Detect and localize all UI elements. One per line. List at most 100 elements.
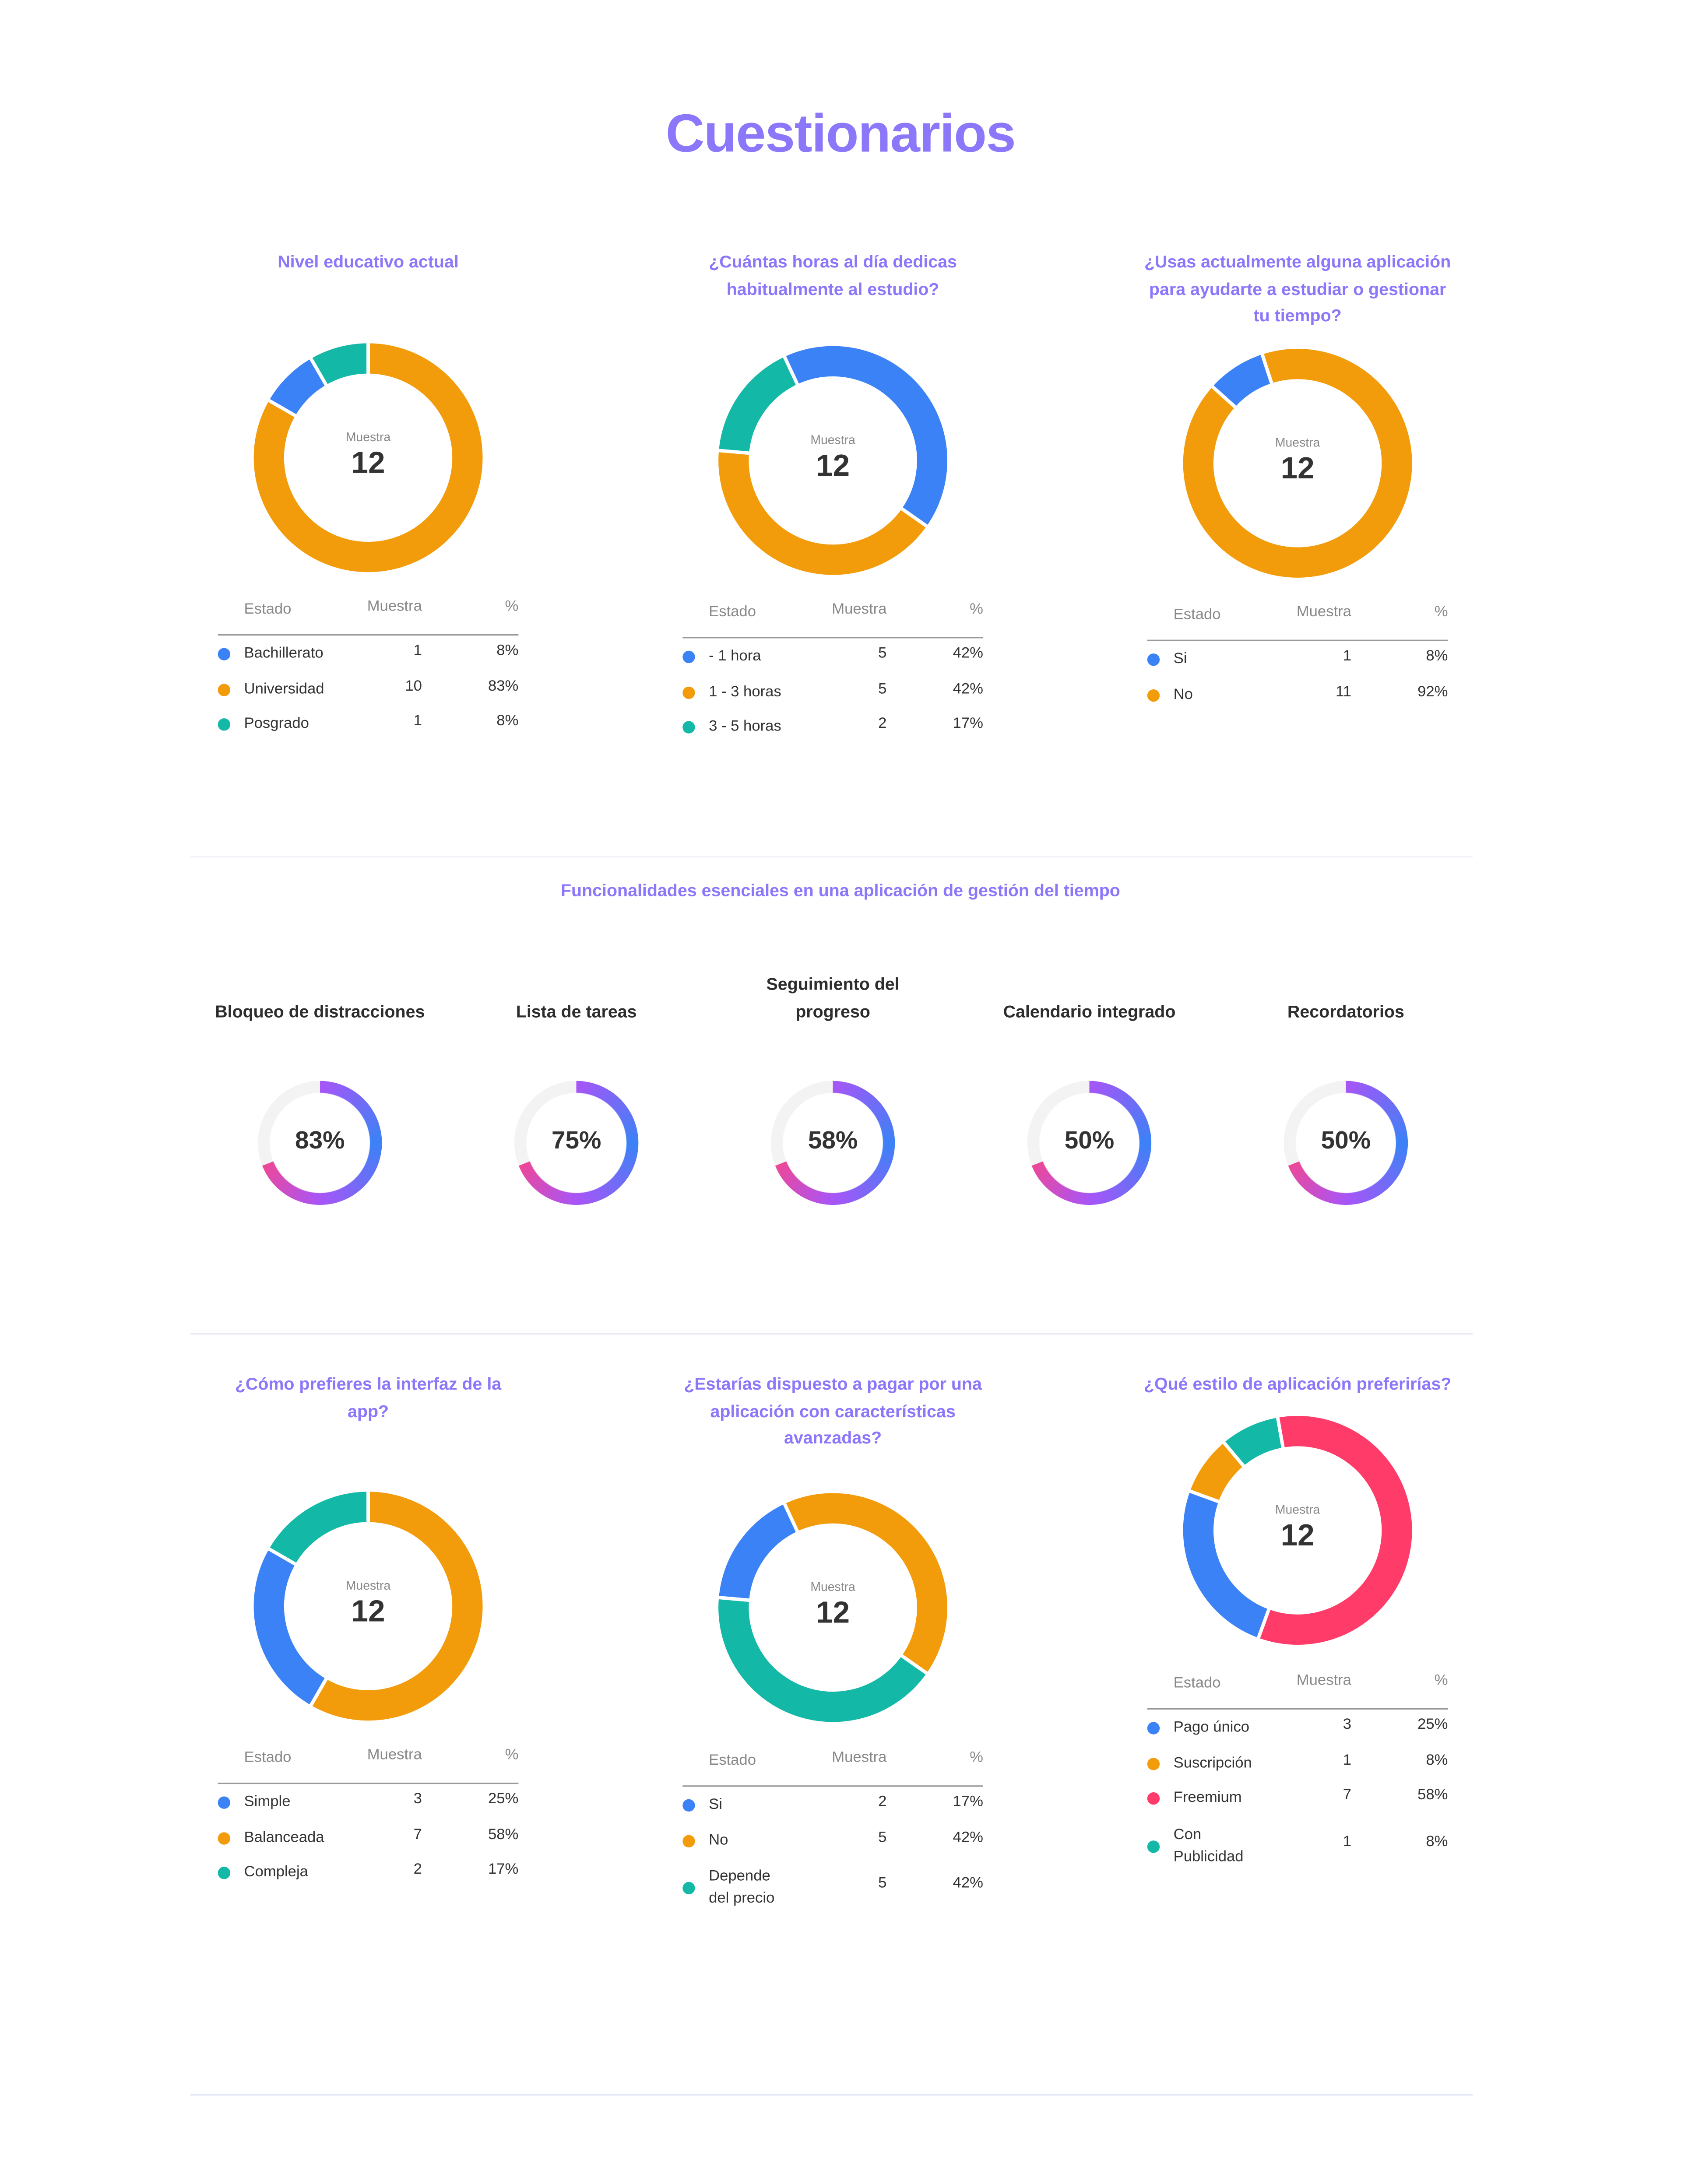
row-label: - 1 hora xyxy=(709,645,761,667)
slice-separator xyxy=(714,1595,753,1602)
row-label: Depende del precio xyxy=(709,1865,774,1910)
header-pct: % xyxy=(1434,604,1448,621)
feature-label-line: Seguimiento del xyxy=(766,975,900,994)
center-label: Muestra xyxy=(810,433,855,447)
row-pct: 8% xyxy=(1426,648,1448,665)
row-value: 7 xyxy=(1343,1787,1351,1804)
center-label: Muestra xyxy=(1275,435,1320,449)
slice-separator xyxy=(1220,1438,1248,1471)
row-label: Si xyxy=(709,1794,722,1815)
table-row: Con Publicidad 1 8% xyxy=(1147,1823,1448,1881)
legend-dot xyxy=(682,721,695,734)
table-header: Estado Muestra% xyxy=(218,598,519,636)
question-title-line: aplicación con características xyxy=(710,1401,956,1421)
row-value: 11 xyxy=(1336,683,1351,700)
gauge-ring xyxy=(258,1081,382,1205)
slice-separator xyxy=(1259,350,1275,388)
row-label: Con Publicidad xyxy=(1174,1823,1244,1868)
donut-center: Muestra 12 xyxy=(1147,1503,1448,1554)
table-row: Depende del precio 5 42% xyxy=(682,1865,983,1923)
row-label-line: Compleja xyxy=(244,1864,308,1881)
header-estado: Estado xyxy=(1173,607,1221,623)
table-row: Pago único 3 25% xyxy=(1147,1716,1448,1753)
slice-separator xyxy=(714,448,753,456)
legend-dot xyxy=(218,1867,231,1879)
donut-center: Muestra 12 xyxy=(1147,435,1448,487)
header-estado: Estado xyxy=(244,1749,292,1766)
header-muestra: Muestra xyxy=(367,1747,422,1763)
header-pct: % xyxy=(505,1747,519,1763)
table-row: Si 2 17% xyxy=(682,1794,983,1830)
row-pct: 8% xyxy=(1426,1752,1448,1768)
gauge-ring xyxy=(770,1081,895,1205)
donut-center: Muestra 12 xyxy=(218,1579,519,1630)
question-title-line: Nivel educativo actual xyxy=(278,252,459,272)
legend-dot xyxy=(682,1834,695,1847)
header-muestra: Muestra xyxy=(832,601,887,618)
table-header: Estado Muestra% xyxy=(682,1749,983,1787)
legend-table: Estado Muestra% Si 2 17% No 5 42% Depende del pre… xyxy=(682,1749,983,1923)
row-pct: 25% xyxy=(488,1791,519,1808)
legend-dot xyxy=(1147,688,1160,701)
row-label: Si xyxy=(1174,648,1187,670)
feature-label: Bloqueo de distracciones xyxy=(192,998,448,1026)
row-label-line: Suscripción xyxy=(1173,1754,1252,1771)
feature-item: Calendario integrado xyxy=(961,952,1218,1026)
gauge-ring xyxy=(514,1081,639,1205)
row-value: 3 xyxy=(1343,1716,1351,1733)
row-pct: 17% xyxy=(953,1794,983,1810)
slice-separator xyxy=(307,354,330,390)
table-row: Balanceada 7 58% xyxy=(218,1826,518,1862)
row-label: Balanceada xyxy=(244,1826,324,1848)
table-row: Universidad 10 83% xyxy=(218,678,518,714)
table-row: Freemium 7 58% xyxy=(1147,1787,1448,1823)
feature-item: Seguimiento del progreso xyxy=(705,952,961,1026)
header-estado: Estado xyxy=(1173,1675,1221,1692)
gauge-value: 75% xyxy=(551,1126,601,1154)
feature-label: Calendario integrado xyxy=(961,998,1218,1026)
row-label-line: Pago único xyxy=(1173,1719,1250,1736)
table-row: Suscripción 1 8% xyxy=(1147,1752,1448,1788)
row-value: 5 xyxy=(878,1829,887,1846)
sample-total: 12 xyxy=(816,1595,850,1630)
feature-gauge: 58% xyxy=(770,1081,895,1205)
feature-label-line: progreso xyxy=(795,1002,870,1022)
slice-separator xyxy=(1185,1488,1223,1505)
feature-label-line: Calendario integrado xyxy=(1003,1002,1176,1022)
header-muestra: Muestra xyxy=(367,598,422,615)
row-label-line: Posgrado xyxy=(244,715,309,732)
row-value: 7 xyxy=(413,1826,422,1843)
feature-label-line: Lista de tareas xyxy=(516,1002,637,1022)
row-label: 1 - 3 horas xyxy=(709,681,781,702)
row-value: 1 xyxy=(1343,1752,1351,1768)
table-header: Estado Muestra% xyxy=(1147,1672,1448,1710)
row-label-line: 1 - 3 horas xyxy=(709,683,781,700)
row-pct: 25% xyxy=(1417,1716,1448,1733)
divider xyxy=(190,856,1473,858)
row-pct: 42% xyxy=(953,1829,983,1846)
table-row: Compleja 2 17% xyxy=(218,1861,518,1898)
sample-total: 12 xyxy=(1280,451,1315,485)
row-label: Pago único xyxy=(1174,1717,1249,1738)
question-title-line: ¿Cuántas horas al día dedicas xyxy=(709,252,957,272)
slice-separator xyxy=(1208,383,1240,411)
slice-separator xyxy=(264,397,300,419)
header-muestra: Muestra xyxy=(832,1749,887,1766)
question-title: ¿Cómo prefieres la interfaz de la app? xyxy=(190,1372,546,1426)
header-muestra: Muestra xyxy=(1296,1672,1351,1689)
sample-total: 12 xyxy=(351,1594,385,1629)
center-label: Muestra xyxy=(345,1578,391,1593)
legend-dot xyxy=(682,1799,695,1812)
row-value: 5 xyxy=(878,680,887,697)
donut-center: Muestra 12 xyxy=(682,1580,983,1631)
header-pct: % xyxy=(505,598,519,615)
page-title: Cuestionarios xyxy=(665,105,1016,164)
row-pct: 17% xyxy=(953,715,983,732)
row-value: 1 xyxy=(413,713,422,730)
legend-table: Estado Muestra% Si 1 8% No 11 92% xyxy=(1147,604,1448,720)
question-title-line: ¿Usas actualmente alguna aplicación xyxy=(1144,252,1451,272)
slice-separator xyxy=(781,352,801,389)
row-pct: 58% xyxy=(1417,1787,1448,1804)
question-title-line: ¿Qué estilo de aplicación preferirías? xyxy=(1143,1374,1452,1394)
legend-table: Estado Muestra% Pago único 3 25% Suscripción 1… xyxy=(1147,1672,1448,1881)
